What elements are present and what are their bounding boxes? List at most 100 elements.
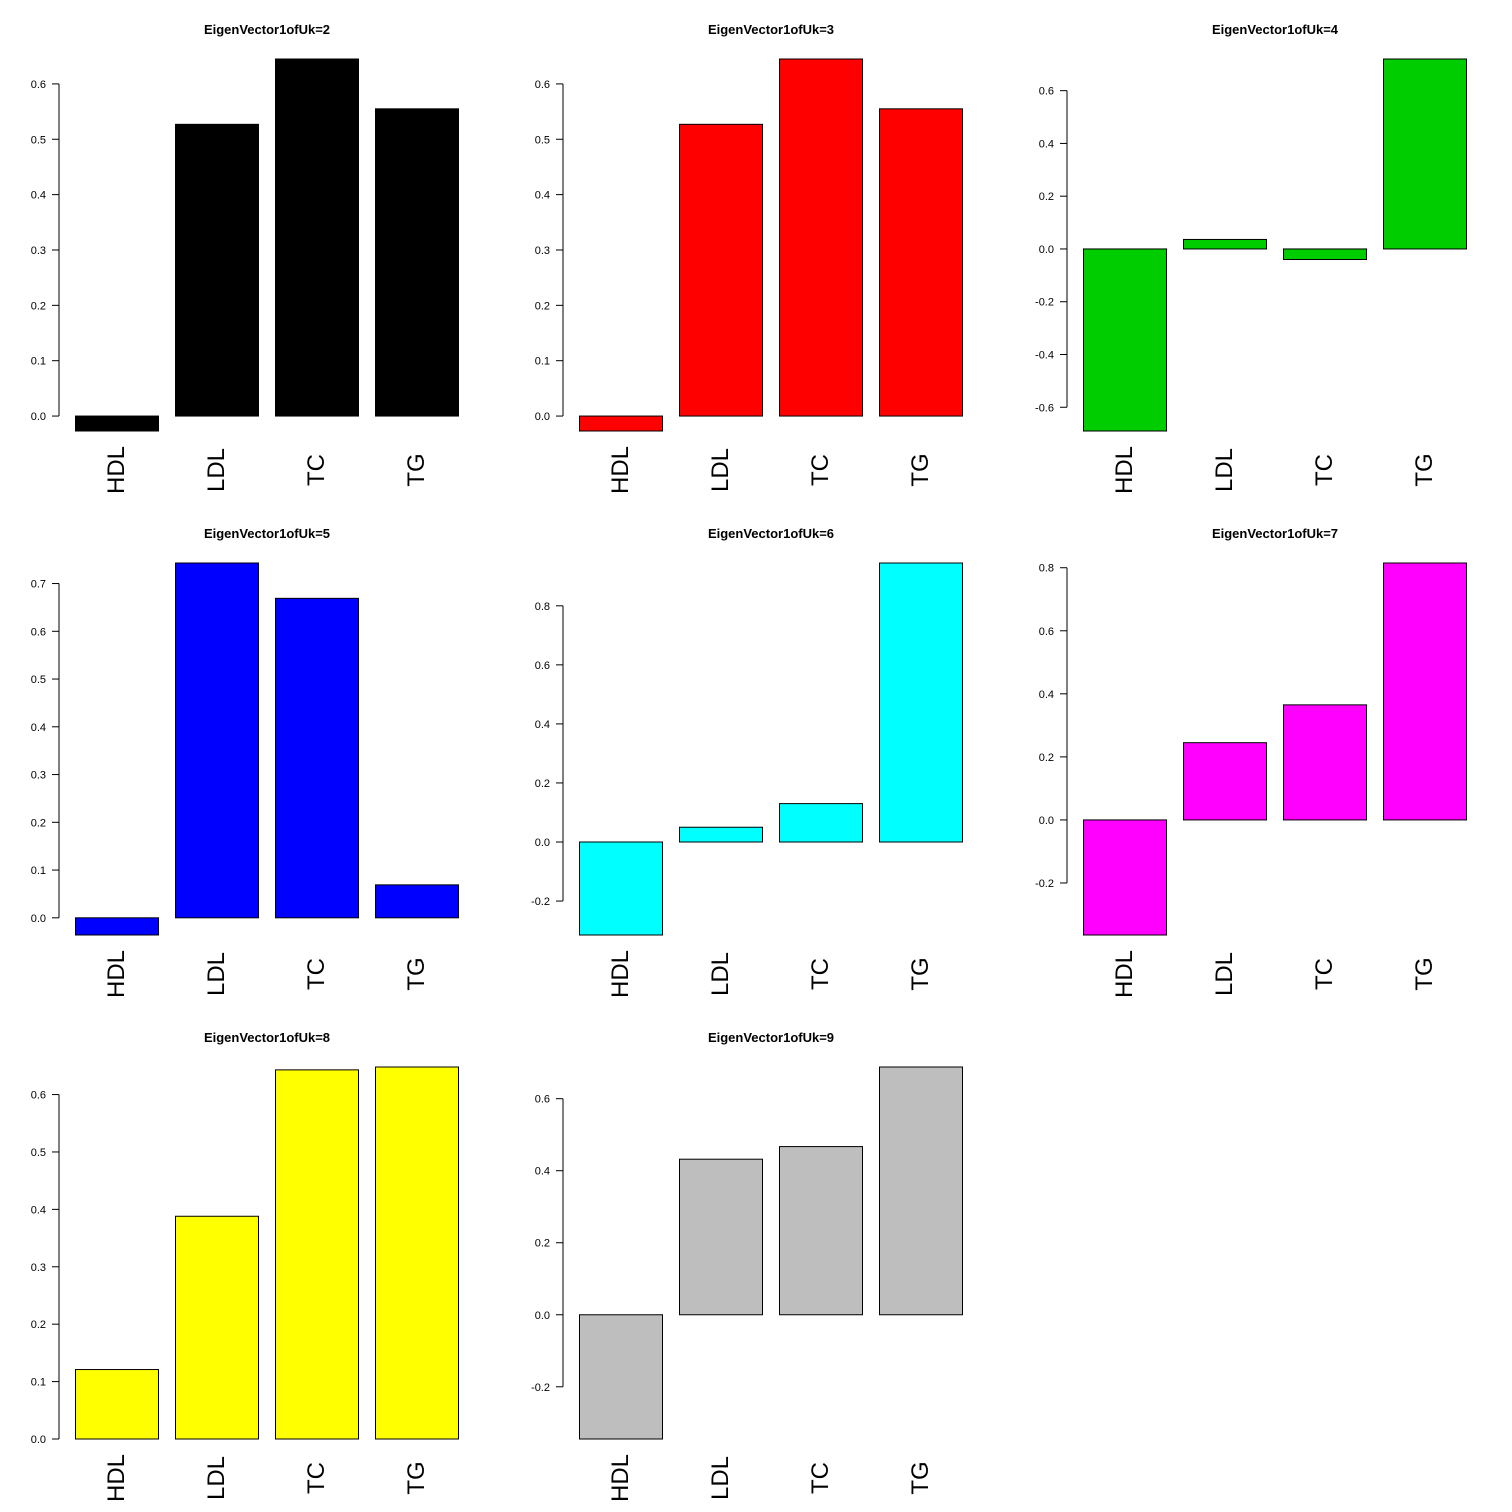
y-tick-label: -0.2 bbox=[1035, 297, 1054, 309]
bar-chart-svg: -0.2 0.0 0.2 0.4 0.6 HDL LDL TC TG bbox=[531, 1066, 963, 1502]
y-tick-label: -0.2 bbox=[1035, 878, 1054, 890]
bar-hdl bbox=[1083, 819, 1167, 936]
y-tick-label: 0.6 bbox=[1039, 626, 1054, 638]
x-category-label: TC bbox=[807, 1462, 834, 1494]
chart-title: EigenVector1ofUk=2 bbox=[203, 22, 331, 37]
bar-ldl bbox=[679, 1158, 763, 1316]
y-tick-label: 0.8 bbox=[1039, 563, 1054, 575]
chart-panel: EigenVector1ofUk=5 0.0 0.1 0.2 0.3 0.4 0.5 0.6 0… bbox=[0, 504, 504, 1008]
y-tick-label: 0.2 bbox=[535, 778, 550, 790]
bar-chart-svg: 0.0 0.1 0.2 0.3 0.4 0.5 0.6 HDL LDL TC TG bbox=[535, 58, 963, 494]
chart-title: EigenVector1ofUk=5 bbox=[203, 526, 331, 541]
bar-ldl bbox=[679, 123, 763, 417]
y-tick-label: 0.4 bbox=[31, 190, 46, 202]
bar-ldl bbox=[175, 123, 259, 417]
y-tick-label: 0.4 bbox=[31, 1204, 46, 1216]
x-category-label: LDL bbox=[1211, 952, 1238, 996]
bar-hdl bbox=[1083, 248, 1167, 432]
bar-hdl bbox=[75, 1369, 159, 1440]
x-category-label: LDL bbox=[203, 1456, 230, 1500]
bar-tg bbox=[375, 108, 459, 417]
y-tick-label: 0.4 bbox=[31, 722, 46, 734]
x-category-label: LDL bbox=[707, 1456, 734, 1500]
y-tick-label: 0.6 bbox=[535, 79, 550, 91]
y-tick-label: 0.1 bbox=[31, 356, 46, 368]
chart-panel: EigenVector1ofUk=4 -0.6 -0.4 -0.2 0.0 0.2 0.4 0… bbox=[1008, 0, 1512, 504]
bar-ldl bbox=[679, 826, 763, 843]
bar-tc bbox=[275, 597, 359, 919]
y-tick-label: -0.2 bbox=[531, 896, 550, 908]
bar-tg bbox=[879, 1066, 963, 1316]
bar-chart-svg: -0.2 0.0 0.2 0.4 0.6 0.8 HDL LDL TC TG bbox=[531, 562, 963, 998]
bar-ldl bbox=[1183, 742, 1267, 821]
y-tick-label: 0.2 bbox=[31, 300, 46, 312]
x-category-label: TG bbox=[403, 453, 430, 486]
y-tick-label: 0.6 bbox=[535, 1094, 550, 1106]
y-tick-label: 0.1 bbox=[535, 356, 550, 368]
bar-hdl bbox=[579, 1314, 663, 1440]
y-tick-label: 0.0 bbox=[31, 913, 46, 925]
chart-panel: EigenVector1ofUk=9 -0.2 0.0 0.2 0.4 0.6 HDL LDL… bbox=[504, 1008, 1008, 1512]
x-category-label: TC bbox=[303, 454, 330, 486]
y-tick-label: 0.8 bbox=[535, 601, 550, 613]
y-tick-label: 0.1 bbox=[31, 865, 46, 877]
x-category-label: TG bbox=[907, 453, 934, 486]
x-category-label: TC bbox=[807, 958, 834, 990]
y-tick-label: 0.6 bbox=[31, 79, 46, 91]
y-tick-label: 0.5 bbox=[535, 134, 550, 146]
y-tick-label: 0.0 bbox=[1039, 244, 1054, 256]
bar-hdl bbox=[75, 415, 159, 432]
y-tick-label: 0.7 bbox=[31, 579, 46, 591]
y-tick-label: 0.0 bbox=[31, 411, 46, 423]
x-category-label: TG bbox=[1411, 957, 1438, 990]
x-category-label: TC bbox=[303, 1462, 330, 1494]
bar-chart-svg: -0.2 0.0 0.2 0.4 0.6 0.8 HDL LDL TC TG bbox=[1035, 562, 1467, 998]
bar-hdl bbox=[579, 415, 663, 432]
x-category-label: LDL bbox=[707, 952, 734, 996]
bar-tg bbox=[879, 562, 963, 843]
y-tick-label: -0.4 bbox=[1035, 349, 1054, 361]
chart-title: EigenVector1ofUk=4 bbox=[1211, 22, 1339, 37]
bar-chart-svg: 0.0 0.1 0.2 0.3 0.4 0.5 0.6 HDL LDL TC TG bbox=[31, 1066, 459, 1502]
x-category-label: HDL bbox=[103, 1454, 130, 1502]
y-tick-label: 0.2 bbox=[31, 1319, 46, 1331]
chart-panel: EigenVector1ofUk=2 0.0 0.1 0.2 0.3 0.4 0.5 0.6 H… bbox=[0, 0, 504, 504]
y-tick-label: 0.2 bbox=[1039, 191, 1054, 203]
y-tick-label: 0.4 bbox=[1039, 689, 1054, 701]
y-tick-label: 0.0 bbox=[535, 411, 550, 423]
bar-tc bbox=[779, 1146, 863, 1316]
bar-chart-svg: -0.6 -0.4 -0.2 0.0 0.2 0.4 0.6 HDL LDL TC TG bbox=[1035, 58, 1467, 494]
x-category-label: HDL bbox=[103, 446, 130, 494]
y-tick-label: 0.6 bbox=[31, 1090, 46, 1102]
x-category-label: TG bbox=[403, 957, 430, 990]
y-tick-label: 0.3 bbox=[31, 245, 46, 257]
chart-panel: EigenVector1ofUk=8 0.0 0.1 0.2 0.3 0.4 0.5 0.6 H… bbox=[0, 1008, 504, 1512]
x-category-label: HDL bbox=[607, 446, 634, 494]
y-tick-label: 0.5 bbox=[31, 1147, 46, 1159]
x-category-label: TG bbox=[403, 1461, 430, 1494]
bar-ldl bbox=[175, 562, 259, 919]
y-tick-label: 0.0 bbox=[535, 1310, 550, 1322]
x-category-label: LDL bbox=[203, 448, 230, 492]
y-tick-label: 0.2 bbox=[31, 817, 46, 829]
x-category-label: TG bbox=[907, 957, 934, 990]
x-category-label: LDL bbox=[203, 952, 230, 996]
bar-chart-svg: 0.0 0.1 0.2 0.3 0.4 0.5 0.6 0.7 HDL LDL TC TG bbox=[31, 562, 459, 998]
x-category-label: HDL bbox=[1111, 446, 1138, 494]
chart-title: EigenVector1ofUk=8 bbox=[203, 1030, 331, 1045]
bar-tg bbox=[879, 108, 963, 417]
y-tick-label: 0.3 bbox=[535, 245, 550, 257]
y-tick-label: 0.5 bbox=[31, 674, 46, 686]
y-tick-label: 0.2 bbox=[535, 1238, 550, 1250]
bar-tc bbox=[779, 803, 863, 843]
chart-panel: EigenVector1ofUk=3 0.0 0.1 0.2 0.3 0.4 0.5 0.6 H… bbox=[504, 0, 1008, 504]
y-tick-label: -0.2 bbox=[531, 1382, 550, 1394]
chart-title: EigenVector1ofUk=9 bbox=[707, 1030, 835, 1045]
bar-tg bbox=[375, 1066, 459, 1440]
bar-tc bbox=[1283, 248, 1367, 261]
y-tick-label: 0.4 bbox=[535, 190, 550, 202]
x-category-label: HDL bbox=[607, 950, 634, 998]
bar-tc bbox=[779, 58, 863, 417]
bar-chart-svg: 0.0 0.1 0.2 0.3 0.4 0.5 0.6 HDL LDL TC TG bbox=[31, 58, 459, 494]
